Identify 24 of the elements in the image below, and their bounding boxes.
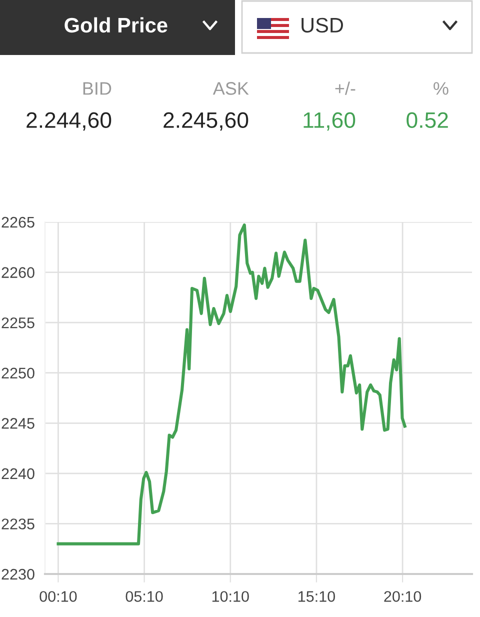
text: ASK <box>212 82 249 95</box>
text: % <box>434 82 448 95</box>
y-tick-label: 2260 <box>2 267 34 278</box>
y-tick-label: 2235 <box>2 518 34 530</box>
text: +/- <box>335 82 356 95</box>
y-tick-label: 2240 <box>2 468 34 480</box>
text: USD <box>302 18 343 33</box>
text: 0.52 <box>406 112 448 128</box>
text: BID <box>83 82 112 95</box>
y-tick-label: 2265 <box>2 216 34 228</box>
text: 2.245,60 <box>164 112 248 131</box>
text: 11,60 <box>304 112 356 131</box>
chart-title: Gold Price <box>64 17 168 33</box>
x-tick-label: 05:10 <box>126 591 163 602</box>
text: 2.244,60 <box>26 112 112 131</box>
y-tick-label: 2245 <box>2 418 34 429</box>
x-tick-label: 00:10 <box>40 591 77 602</box>
line-series <box>56 223 406 546</box>
y-tick-label: 2230 <box>2 568 34 580</box>
x-tick-label: 15:10 <box>298 591 335 602</box>
x-tick-label: 20:10 <box>384 591 422 602</box>
y-tick-label: 2250 <box>2 368 34 379</box>
x-tick-label: 10:10 <box>212 591 249 602</box>
y-tick-label: 2255 <box>2 317 34 328</box>
